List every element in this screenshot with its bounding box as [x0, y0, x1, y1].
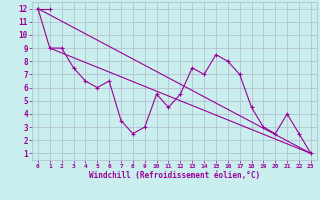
X-axis label: Windchill (Refroidissement éolien,°C): Windchill (Refroidissement éolien,°C)	[89, 171, 260, 180]
